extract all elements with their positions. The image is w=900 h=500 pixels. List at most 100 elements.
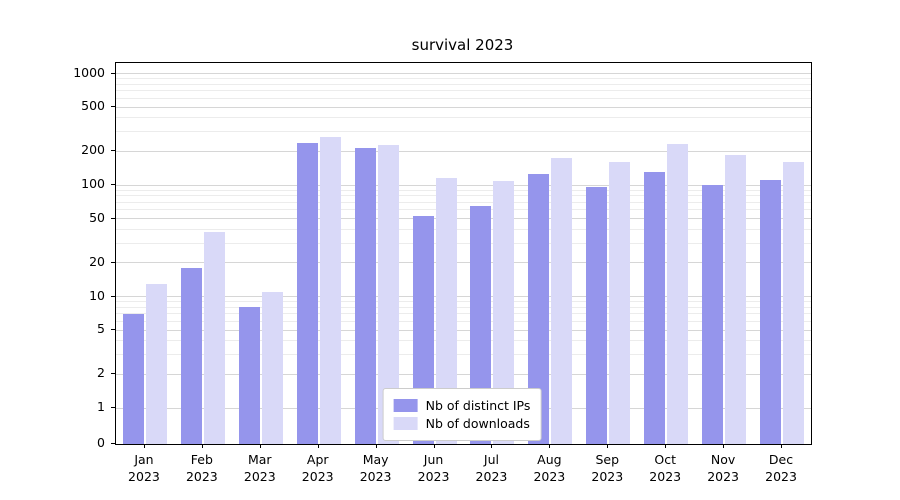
chart-title: survival 2023 [411,36,514,54]
major-gridline [116,296,811,297]
minor-gridline [116,354,811,356]
y-tick-label: 50 [89,209,105,225]
minor-gridline [116,195,811,197]
y-tick-mark [111,295,115,297]
y-tick-mark [111,106,115,108]
minor-gridline [116,242,811,244]
bar-downloads [435,178,457,444]
x-tick-label-year: 2023 [765,469,797,484]
bar-distinct-ips [296,142,318,444]
x-tick-label-year: 2023 [533,469,566,484]
legend-label: Nb of downloads [425,416,530,431]
y-tick-mark [111,184,115,185]
bar-distinct-ips [180,268,202,444]
x-tick-label-year: 2023 [707,469,740,484]
x-tick-label-year: 2023 [243,469,276,484]
x-tick-label: Jan 2023 [115,451,173,485]
y-tick-label: 1 [97,399,105,414]
major-gridline [116,73,811,74]
bar-distinct-ips [122,313,144,444]
x-tick-label-month: Aug [537,452,562,467]
minor-gridline [116,90,811,92]
y-tick-label: 5 [97,321,105,337]
x-tick-mark [723,444,725,448]
bar-distinct-ips [644,172,666,444]
x-tick-label: Nov 2023 [694,451,752,485]
x-tick-label: Aug 2023 [520,451,578,485]
bar-downloads [725,155,747,444]
x-tick-label-month: May [362,452,389,467]
y-tick-mark [111,373,115,375]
x-tick-label-month: Feb [190,452,213,467]
minor-gridline [116,320,811,322]
y-tick-label: 1000 [73,64,105,80]
major-gridline [116,184,811,186]
legend-label: Nb of distinct IPs [425,398,531,413]
y-tick-mark [111,407,115,408]
bar-downloads [609,162,631,444]
x-tick-mark [143,444,145,448]
x-tick-label-month: Jan [134,452,154,467]
y-tick-label: 500 [81,98,105,114]
minor-gridline [116,83,811,85]
x-tick-label: Oct 2023 [636,451,694,485]
x-tick-label-month: Sep [595,452,620,467]
bar-distinct-ips [702,185,724,444]
minor-gridline [116,306,811,308]
y-tick-mark [111,261,115,263]
y-tick-label: 100 [81,176,105,191]
minor-gridline [116,301,811,303]
y-tick-label: 20 [89,253,105,269]
major-gridline [116,106,811,108]
legend-swatch [393,417,418,430]
y-tick-mark [111,72,115,74]
x-tick-label-year: 2023 [128,469,160,484]
x-tick-label-month: Jul [483,452,499,467]
minor-gridline [116,209,811,211]
y-tick-mark [111,329,115,331]
x-tick-mark [491,444,493,448]
x-tick-label-year: 2023 [475,469,508,484]
bar-distinct-ips [760,180,782,444]
x-tick-mark [317,444,319,448]
x-tick-label-year: 2023 [649,469,682,484]
y-tick-label: 2 [97,365,105,381]
minor-gridline [116,313,811,315]
x-tick-label-month: Nov [710,452,736,467]
legend-entry: Nb of distinct IPs [393,398,531,413]
major-gridline [116,218,811,220]
x-tick-mark [433,444,435,448]
bar-distinct-ips [238,307,260,444]
x-tick-label-month: Oct [654,452,677,467]
x-tick-label: Jul 2023 [463,451,521,485]
minor-gridline [116,340,811,342]
x-tick-mark [375,444,377,448]
x-tick-mark [259,444,261,448]
y-tick-mark [111,150,115,152]
x-tick-label: Apr 2023 [289,451,347,485]
bar-downloads [145,283,167,444]
x-tick-label: Jun 2023 [405,451,463,485]
minor-gridline [116,189,811,191]
y-tick-label: 10 [89,287,105,303]
bar-downloads [551,157,573,444]
bar-downloads [203,231,225,444]
x-tick-label-month: Jun [423,452,444,467]
x-tick-mark [201,444,203,448]
x-tick-label-month: Apr [306,452,329,467]
bar-downloads [319,136,341,444]
legend-entry: Nb of downloads [393,416,531,431]
x-tick-label-year: 2023 [301,469,334,484]
x-tick-label: Mar 2023 [231,451,289,485]
x-tick-label-year: 2023 [591,469,624,484]
minor-gridline [116,131,811,133]
x-tick-label-month: Mar [247,452,272,467]
x-tick-label-year: 2023 [417,469,450,484]
minor-gridline [116,117,811,119]
x-tick-label: Sep 2023 [578,451,636,485]
x-tick-label: Dec 2023 [752,451,810,485]
major-gridline [116,373,811,375]
major-gridline [116,329,811,331]
bar-distinct-ips [470,205,492,444]
